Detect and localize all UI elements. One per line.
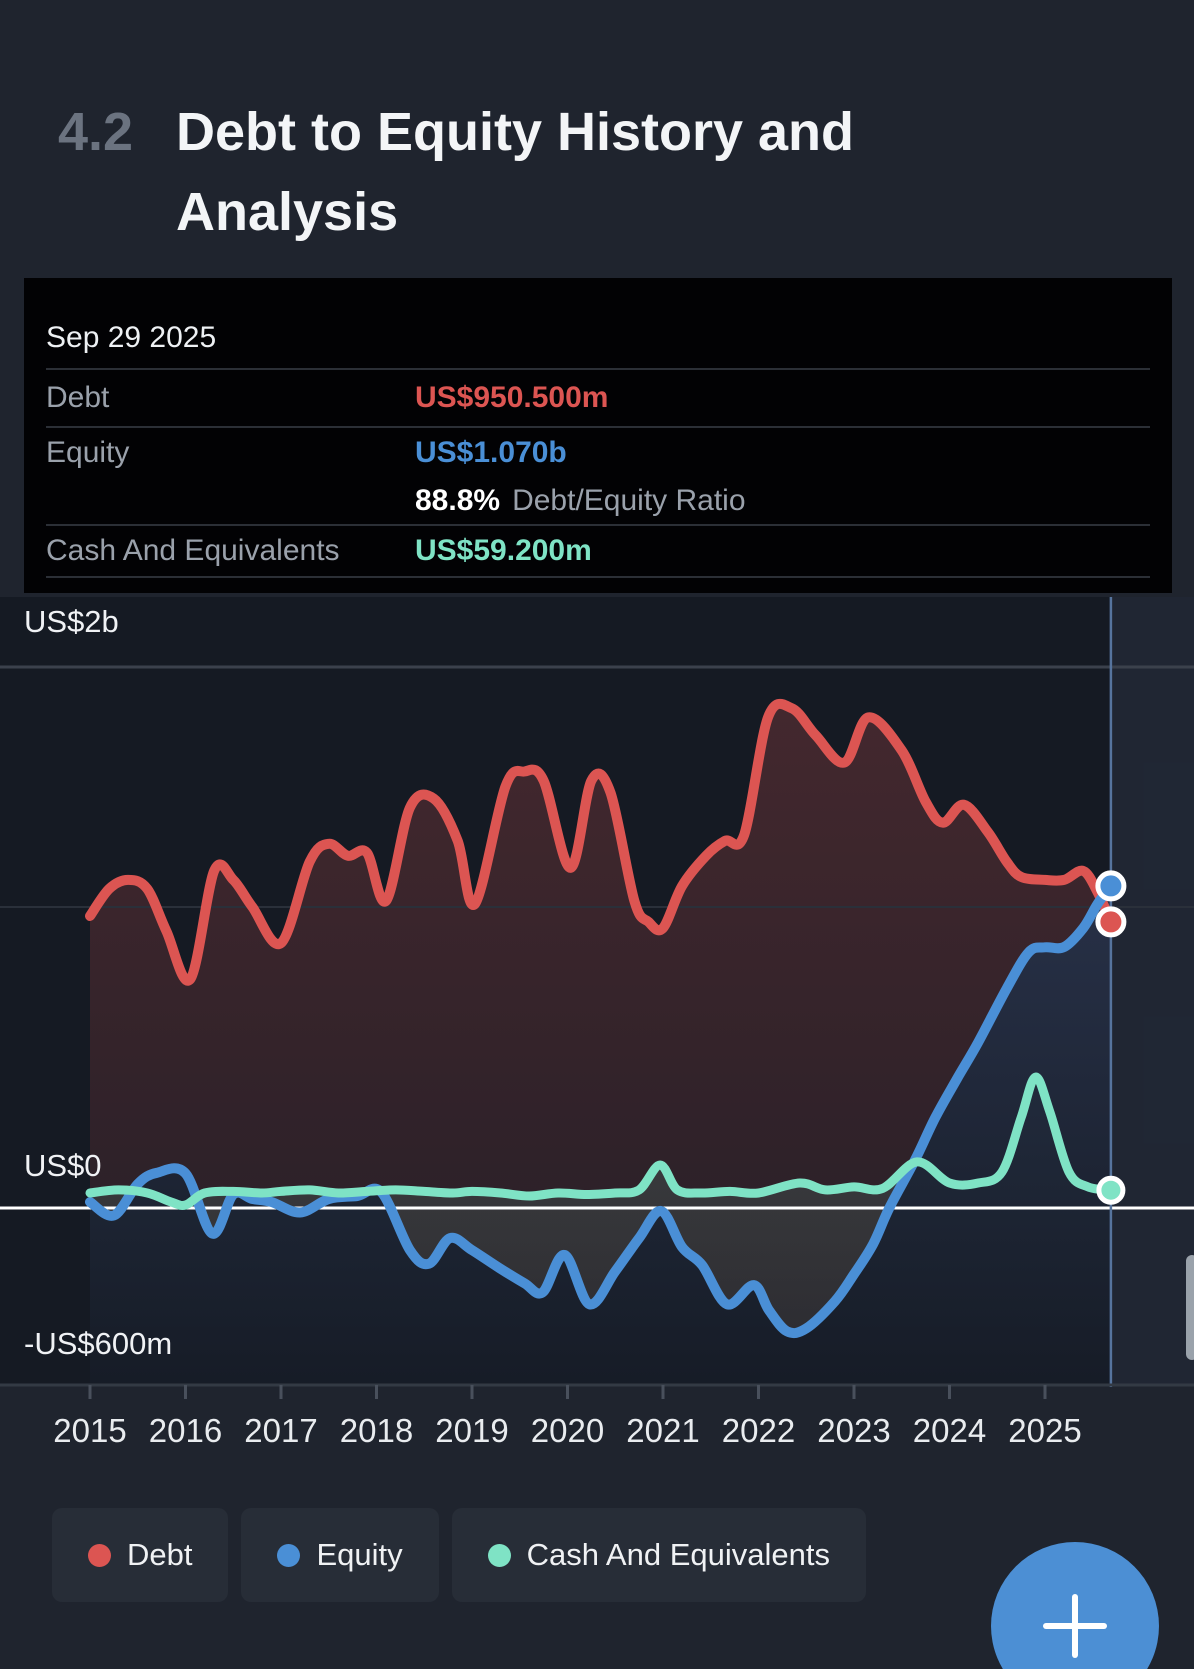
debt-line[interactable] xyxy=(85,698,1116,986)
tooltip-row-cash: Cash And Equivalents US$59.200m xyxy=(46,526,1150,578)
x-axis-label-2020: 2020 xyxy=(530,1412,605,1449)
chart-tooltip: Sep 29 2025 Debt US$950.500m Equity US$1… xyxy=(24,278,1172,593)
equity-area xyxy=(90,885,1111,1385)
scrollbar-thumb[interactable] xyxy=(1186,1255,1194,1360)
x-axis-label-2024: 2024 xyxy=(912,1412,987,1449)
equity-end-marker[interactable] xyxy=(1095,870,1127,902)
legend-dot-icon xyxy=(487,1543,511,1567)
x-axis-label-2018: 2018 xyxy=(339,1412,414,1449)
legend-label: Debt xyxy=(127,1537,193,1572)
cash-label: Cash And Equivalents xyxy=(46,534,340,567)
x-axis-label-2015: 2015 xyxy=(53,1412,127,1449)
x-axis-label-2025: 2025 xyxy=(1008,1412,1082,1449)
equity-line[interactable] xyxy=(85,880,1116,1339)
legend-chip-equity[interactable]: Equity xyxy=(241,1508,439,1602)
cash-end-marker[interactable] xyxy=(1096,1175,1126,1205)
legend-label: Cash And Equivalents xyxy=(526,1537,830,1572)
legend-dot-icon xyxy=(277,1543,301,1567)
debt-equity-ratio-value: 88.8% xyxy=(415,484,501,517)
y-axis-label-zero: US$0 xyxy=(24,1148,102,1183)
x-axis-label-2021: 2021 xyxy=(626,1412,700,1449)
x-axis-label-2022: 2022 xyxy=(721,1412,796,1449)
legend-chip-cash-and-equivalents[interactable]: Cash And Equivalents xyxy=(451,1508,866,1602)
x-axis-label-2019: 2019 xyxy=(435,1412,509,1449)
equity-value: US$1.070b xyxy=(415,436,567,469)
chart-legend: Debt Equity Cash And Equivalents xyxy=(52,1508,866,1602)
tooltip-date: Sep 29 2025 xyxy=(46,308,1150,370)
tooltip-row-equity: Equity US$1.070b xyxy=(46,428,1150,478)
cash-and-equivalents-line[interactable] xyxy=(85,1072,1116,1210)
y-axis-label-neg600m: -US$600m xyxy=(24,1326,173,1361)
equity-label: Equity xyxy=(46,436,130,469)
section-header: 4.2 Debt to Equity History and Analysis xyxy=(58,92,976,252)
debt-equity-ratio-label: Debt/Equity Ratio xyxy=(512,484,746,517)
add-button[interactable] xyxy=(991,1542,1159,1669)
plus-icon xyxy=(991,1542,1159,1669)
debt-end-marker[interactable] xyxy=(1095,906,1127,938)
debt-equity-chart[interactable] xyxy=(0,597,1194,1400)
debt-value: US$950.500m xyxy=(415,381,609,414)
debt-label: Debt xyxy=(46,381,110,414)
x-axis-label-2016: 2016 xyxy=(148,1412,223,1449)
forecast-band xyxy=(1110,597,1194,1385)
tooltip-row-ratio: 88.8% Debt/Equity Ratio xyxy=(46,478,1150,526)
tooltip-row-debt: Debt US$950.500m xyxy=(46,370,1150,428)
legend-label: Equity xyxy=(316,1537,403,1572)
x-axis-label-2017: 2017 xyxy=(244,1412,318,1449)
legend-dot-icon xyxy=(88,1543,111,1567)
page-title: Debt to Equity History and Analysis xyxy=(176,102,855,242)
x-axis: 2015 2016 2017 2018 2019 2020 2021 2022 2023 2024… xyxy=(0,1412,1194,1456)
x-axis-label-2023: 2023 xyxy=(817,1412,891,1449)
cash-value: US$59.200m xyxy=(415,534,592,567)
y-axis-label-2b: US$2b xyxy=(24,604,119,639)
legend-chip-debt[interactable]: Debt xyxy=(52,1508,229,1602)
section-number: 4.2 xyxy=(58,102,134,162)
